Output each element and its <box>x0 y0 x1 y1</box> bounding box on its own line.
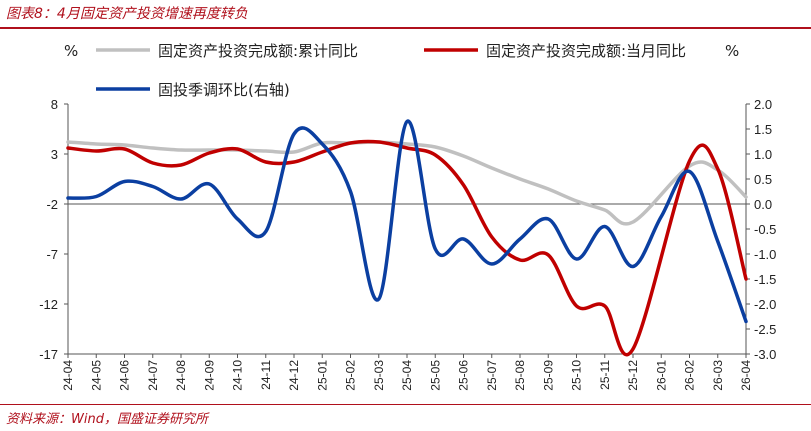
legend-label: 固定资产投资完成额:累计同比 <box>158 42 358 60</box>
legend-label: 固投季调环比(右轴) <box>158 81 290 99</box>
x-tick-label: 26-04 <box>739 360 753 391</box>
left-tick-label: -17 <box>39 347 58 362</box>
left-tick-label: -12 <box>39 297 58 312</box>
right-tick-label: 0.0 <box>754 197 772 212</box>
x-tick-label: 26-03 <box>711 360 725 391</box>
right-tick-label: -0.5 <box>754 222 776 237</box>
figure-title: 图表8：4月固定资产投资增速再度转负 <box>6 6 248 22</box>
x-tick-label: 25-08 <box>513 360 527 391</box>
right-tick-label: -1.5 <box>754 272 776 287</box>
x-tick-label: 24-10 <box>231 360 245 391</box>
right-tick-label: -2.0 <box>754 297 776 312</box>
legend-label: 固定资产投资完成额:当月同比 <box>486 42 686 60</box>
left-tick-label: -7 <box>46 247 58 262</box>
right-tick-label: 1.5 <box>754 122 772 137</box>
x-tick-label: 24-08 <box>174 360 188 391</box>
x-tick-label: 26-01 <box>654 360 668 391</box>
left-tick-label: 8 <box>51 97 58 112</box>
x-tick-label: 25-04 <box>400 360 414 391</box>
right-tick-label: 0.5 <box>754 172 772 187</box>
x-tick-label: 25-02 <box>344 360 358 391</box>
left-axis-unit: % <box>64 42 78 60</box>
x-tick-label: 24-09 <box>202 360 216 391</box>
x-tick-label: 26-02 <box>683 360 697 391</box>
cumulative-yoy-line <box>66 140 748 226</box>
x-tick-label: 24-12 <box>287 360 301 391</box>
right-tick-label: 1.0 <box>754 147 772 162</box>
figure-source: 资料来源：Wind，国盛证券研究所 <box>6 412 208 427</box>
x-tick-label: 25-11 <box>598 360 612 390</box>
monthly-yoy-line <box>66 139 748 357</box>
x-tick-label: 24-06 <box>118 360 132 391</box>
x-tick-label: 25-12 <box>626 360 640 391</box>
right-tick-label: -3.0 <box>754 347 776 362</box>
x-tick-label: 25-07 <box>485 360 499 391</box>
left-tick-label: 3 <box>51 147 58 162</box>
x-tick-label: 25-09 <box>541 360 555 391</box>
legend-unit: % <box>725 42 739 60</box>
x-tick-label: 25-03 <box>372 360 386 391</box>
x-tick-label: 24-11 <box>259 360 273 390</box>
axes-layer: 8 3 -2 -7 -12 -17 2.0 1.5 1.0 0.5 0.0 -0.5 -1.0 -1.5 -… <box>39 42 776 391</box>
x-tick-label: 24-05 <box>89 360 103 391</box>
x-tick-label: 25-06 <box>457 360 471 391</box>
right-tick-label: 2.0 <box>754 97 772 112</box>
series-layer <box>66 119 748 357</box>
x-tick-label: 24-04 <box>61 360 75 391</box>
source-rule <box>0 404 811 405</box>
seasonal-mom-line <box>66 119 748 324</box>
x-tick-label: 25-05 <box>428 360 442 391</box>
left-tick-label: -2 <box>46 197 58 212</box>
x-tick-label: 25-10 <box>570 360 584 391</box>
title-rule <box>0 27 811 29</box>
right-tick-label: -2.5 <box>754 322 776 337</box>
x-tick-label: 24-07 <box>146 360 160 391</box>
right-tick-label: -1.0 <box>754 247 776 262</box>
x-tick-label: 25-01 <box>315 360 329 391</box>
